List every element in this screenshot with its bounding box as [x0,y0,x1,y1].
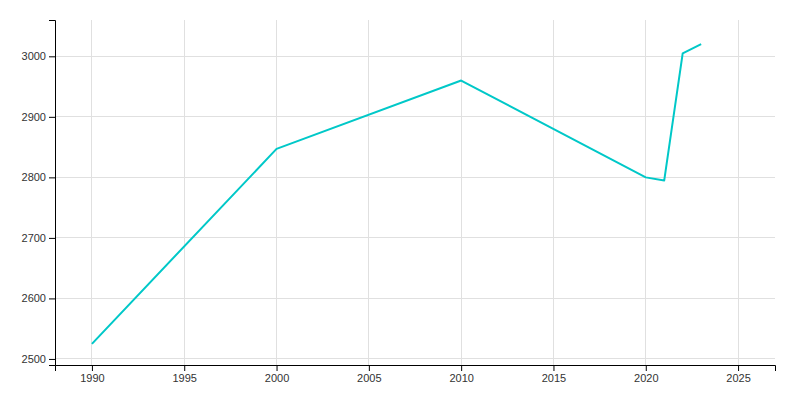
x-tick-mark [738,365,739,371]
x-tick-label: 2000 [265,372,289,384]
x-tick: 2015 [542,365,566,384]
x-grid-line [91,20,92,365]
x-tick-label: 2005 [357,372,381,384]
y-tick-label: 2600 [22,292,46,304]
y-grid-line [55,237,775,238]
x-tick-label: 1990 [80,372,104,384]
y-tick: 3000 [22,50,55,62]
x-tick-mark [461,365,462,371]
x-tick-mark [277,365,278,371]
y-axis: 2500 2600 2700 2800 2900 3000 [22,21,56,366]
x-tick: 2010 [449,365,473,384]
y-tick-mark [49,238,55,239]
y-tick-label: 2800 [22,171,46,183]
y-grid-line [55,177,775,178]
plot: 1990 1995 2000 2005 2010 2015 2020 2025 2500 2600… [22,20,776,384]
marks [92,44,701,344]
x-grid-line [276,20,277,365]
x-grid-line [553,20,554,365]
x-grid-line [645,20,646,365]
x-axis: 1990 1995 2000 2005 2010 2015 2020 2025 [56,365,776,384]
x-tick: 2000 [265,365,289,384]
x-tick: 2020 [634,365,658,384]
chart: 1990 1995 2000 2005 2010 2015 2020 2025 2500 2600… [0,0,800,400]
y-tick: 2800 [22,171,55,183]
y-tick-label: 2500 [22,353,46,365]
x-tick-mark [184,365,185,371]
x-tick-mark [369,365,370,371]
x-tick-mark [646,365,647,371]
x-tick: 1995 [172,365,196,384]
x-tick: 1990 [80,365,104,384]
y-tick: 2500 [22,353,55,365]
y-tick: 2600 [22,292,55,304]
grid [55,20,775,365]
x-tick-label: 2025 [726,372,750,384]
y-tick-label: 2900 [22,111,46,123]
x-tick-mark [553,365,554,371]
x-grid-line [184,20,185,365]
x-tick: 2025 [726,365,750,384]
y-grid-line [55,56,775,57]
y-tick-mark [49,56,55,57]
y-tick-label: 3000 [22,50,46,62]
x-tick-label: 2010 [449,372,473,384]
x-tick-label: 2015 [542,372,566,384]
y-tick-label: 2700 [22,232,46,244]
y-tick-mark [49,359,55,360]
y-tick: 2700 [22,232,55,244]
line [92,44,701,344]
x-axis-line [56,366,776,372]
x-grid-line [461,20,462,365]
y-grid-line [55,298,775,299]
x-grid-line [368,20,369,365]
x-tick: 2005 [357,365,381,384]
x-tick-label: 1995 [172,372,196,384]
x-grid-line [738,20,739,365]
x-tick-label: 2020 [634,372,658,384]
y-tick: 2900 [22,111,55,123]
y-grid-line [55,116,775,117]
y-axis-line [49,21,56,366]
x-tick-mark [92,365,93,371]
y-tick-mark [49,117,55,118]
y-tick-mark [49,298,55,299]
y-tick-mark [49,177,55,178]
y-grid-line [55,358,775,359]
